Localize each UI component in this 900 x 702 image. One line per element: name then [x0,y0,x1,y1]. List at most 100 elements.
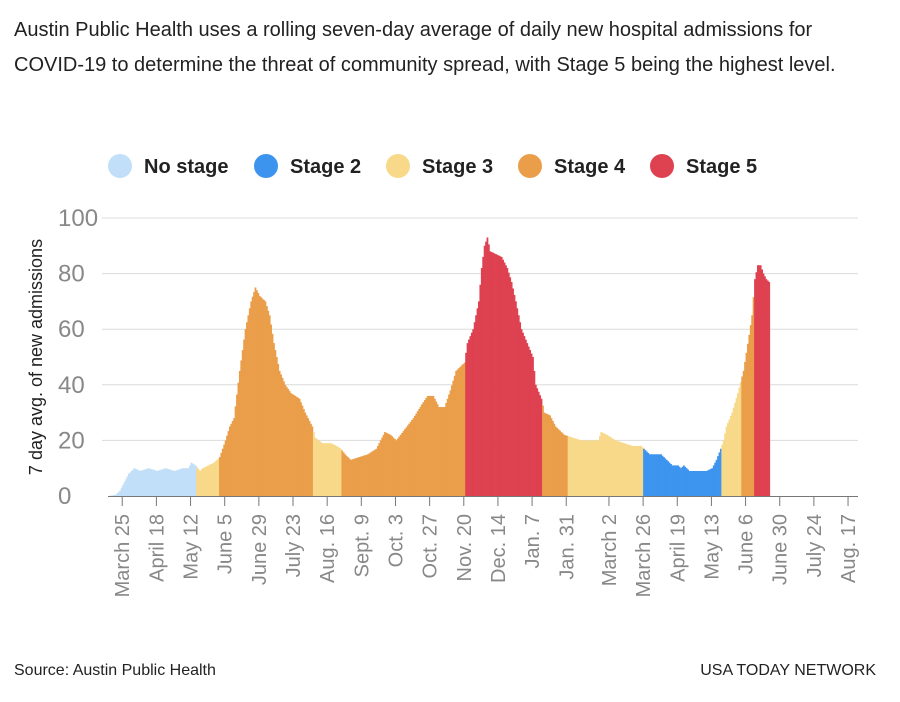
bar [135,468,137,496]
bar [698,470,701,496]
bar [156,470,159,496]
bar [190,462,193,496]
bar [618,441,621,496]
bar [527,346,530,496]
bar [263,300,265,496]
bar [203,467,206,496]
bar [741,376,744,496]
bar [626,444,628,496]
bar [113,494,116,496]
bar [644,450,647,496]
bar [648,454,651,496]
bar [711,468,714,496]
bar [345,455,348,496]
x-tick-label: July 23 [283,514,305,577]
bar [379,440,382,496]
bar [620,442,623,496]
bar [754,279,756,496]
bar [388,434,391,496]
bar [154,470,157,496]
bar [404,429,406,496]
bar [339,448,342,496]
bar [685,468,688,496]
bar [159,470,161,496]
bar [744,361,746,496]
bar [650,454,652,496]
bar [367,454,369,496]
bar [214,461,217,496]
bar [458,368,460,496]
bar [191,463,194,496]
bar [446,398,449,496]
bar [163,468,166,496]
bar [351,459,354,496]
bar [645,451,648,496]
bar [574,438,577,496]
bar [657,454,660,496]
bar [253,292,255,496]
bar [668,462,671,496]
bar [482,256,485,496]
bar [603,433,606,496]
legend-label-s4: Stage 4 [554,156,626,178]
bar [532,357,534,496]
bar [374,449,376,496]
bar [302,409,305,497]
bar [557,429,560,496]
bar [364,455,366,496]
bar [213,462,216,496]
bar [119,490,122,496]
bar [322,443,325,496]
bar [745,352,748,496]
bar [624,443,627,496]
x-tick-label: June 30 [770,514,792,585]
bar [515,301,517,496]
bar [231,420,234,496]
bar [670,464,672,496]
bar [257,293,260,496]
bar [691,470,694,496]
bar [543,412,546,496]
bar [547,414,550,496]
bar [166,468,169,496]
bar [445,402,448,496]
bar [443,407,446,496]
legend-swatch-none [108,154,132,178]
bar [617,441,620,496]
bar [749,325,752,496]
bar [307,418,310,496]
bar [422,402,425,496]
bar [384,432,386,496]
bar [426,395,429,496]
bar [610,437,613,496]
bar [421,404,423,496]
bar [221,448,224,496]
headline: Austin Public Health uses a rolling seve… [14,19,836,76]
bar [324,443,327,496]
bar [312,432,315,496]
bar [489,251,492,496]
bar [206,466,208,496]
bar [497,255,500,496]
bar [586,440,588,496]
bar [187,468,190,496]
bar [641,447,644,496]
bar [468,339,470,497]
bar [688,470,691,496]
legend: No stage Stage 2 Stage 3 Stage 4 Stage 5 [108,154,757,178]
bar [459,366,462,496]
bar [295,396,298,496]
bar [176,470,179,496]
x-tick-label: Aug. 17 [838,514,860,583]
bar [389,434,392,496]
x-tick-label: May 13 [701,514,723,580]
bar [281,377,284,496]
bar [714,462,717,496]
bar [439,407,442,496]
bar [735,398,738,496]
bar [395,440,398,496]
bar [510,281,513,496]
bar [325,443,328,496]
bar [534,384,537,496]
bar [664,458,667,496]
